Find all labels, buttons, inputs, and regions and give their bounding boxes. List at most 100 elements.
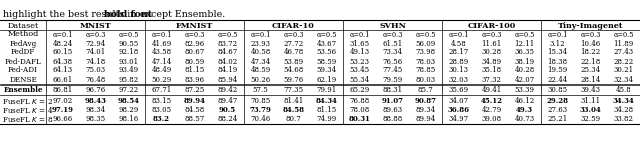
- Text: 57.5: 57.5: [253, 86, 268, 94]
- Text: 35.69: 35.69: [449, 86, 468, 94]
- Text: FuseFL $K$ = 4: FuseFL $K$ = 4: [2, 105, 54, 115]
- Text: Fed-ADI: Fed-ADI: [8, 67, 38, 75]
- Text: α=0.1: α=0.1: [250, 30, 271, 39]
- Text: highlight the best results in: highlight the best results in: [3, 10, 140, 19]
- Text: α=0.3: α=0.3: [382, 30, 403, 39]
- Text: 35.18: 35.18: [481, 67, 502, 75]
- Text: 40.28: 40.28: [515, 67, 534, 75]
- Text: 84.19: 84.19: [218, 67, 237, 75]
- Text: 70.85: 70.85: [250, 97, 271, 105]
- Text: 90.55: 90.55: [118, 39, 139, 48]
- Text: 83.05: 83.05: [152, 106, 172, 114]
- Text: SVHN: SVHN: [379, 21, 406, 29]
- Text: 85.94: 85.94: [218, 76, 237, 84]
- Text: 30.85: 30.85: [547, 86, 568, 94]
- Text: 80.03: 80.03: [415, 76, 436, 84]
- Text: 10.46: 10.46: [580, 39, 600, 48]
- Text: 59.76: 59.76: [284, 76, 303, 84]
- Text: 45.12: 45.12: [481, 97, 502, 105]
- Text: 97.22: 97.22: [118, 86, 139, 94]
- Text: 39.43: 39.43: [580, 86, 600, 94]
- Text: 39.08: 39.08: [481, 115, 502, 123]
- Text: α=0.1: α=0.1: [349, 30, 370, 39]
- Text: 80.31: 80.31: [349, 115, 371, 123]
- Text: 98.35: 98.35: [85, 115, 106, 123]
- Text: 72.94: 72.94: [85, 39, 106, 48]
- Text: 18.22: 18.22: [580, 48, 600, 57]
- Text: 49.41: 49.41: [481, 86, 502, 94]
- Text: α=0.3: α=0.3: [85, 30, 106, 39]
- Text: 87.25: 87.25: [184, 86, 205, 94]
- Text: 34.07: 34.07: [449, 97, 468, 105]
- Text: 28.89: 28.89: [449, 58, 468, 66]
- Text: 32.03: 32.03: [449, 76, 468, 84]
- Text: 83.15: 83.15: [152, 97, 172, 105]
- Text: α=0.5: α=0.5: [515, 30, 535, 39]
- Text: 98.16: 98.16: [118, 115, 139, 123]
- Text: 98.29: 98.29: [118, 106, 139, 114]
- Text: 66.61: 66.61: [52, 76, 72, 84]
- Text: 82.96: 82.96: [184, 39, 205, 48]
- Text: Ensemble: Ensemble: [3, 86, 43, 94]
- Text: 88.24: 88.24: [218, 115, 237, 123]
- Text: CIFAR-100: CIFAR-100: [467, 21, 516, 29]
- Text: 96.66: 96.66: [52, 115, 72, 123]
- Text: MNIST: MNIST: [79, 21, 111, 29]
- Text: Method: Method: [8, 30, 38, 39]
- Text: 32.59: 32.59: [580, 115, 600, 123]
- Text: 78.85: 78.85: [415, 67, 436, 75]
- Text: 49.3: 49.3: [516, 106, 533, 114]
- Text: 78.03: 78.03: [415, 58, 436, 66]
- Text: α=0.5: α=0.5: [415, 30, 436, 39]
- Text: 42.79: 42.79: [481, 106, 502, 114]
- Text: α=0.5: α=0.5: [217, 30, 237, 39]
- Text: 27.63: 27.63: [547, 106, 568, 114]
- Text: 93.01: 93.01: [118, 58, 139, 66]
- Text: FedDF: FedDF: [11, 48, 35, 57]
- Text: 43.67: 43.67: [316, 39, 337, 48]
- Text: 88.57: 88.57: [184, 115, 205, 123]
- Text: 79.91: 79.91: [316, 86, 337, 94]
- Text: α=0.5: α=0.5: [118, 30, 139, 39]
- Text: 97.19: 97.19: [51, 106, 74, 114]
- Text: 73.79: 73.79: [250, 106, 271, 114]
- Text: 80.7: 80.7: [285, 115, 301, 123]
- Text: 48.49: 48.49: [152, 67, 172, 75]
- Text: α=0.1: α=0.1: [547, 30, 568, 39]
- Text: 43.58: 43.58: [152, 48, 172, 57]
- Text: 85.7: 85.7: [418, 86, 433, 94]
- Text: 77.35: 77.35: [284, 86, 303, 94]
- Text: bold font: bold font: [104, 10, 152, 19]
- Text: 33.82: 33.82: [614, 115, 634, 123]
- Text: FuseFL $K$ = 2: FuseFL $K$ = 2: [2, 97, 53, 106]
- Text: 28.22: 28.22: [613, 58, 634, 66]
- Text: 76.88: 76.88: [349, 97, 370, 105]
- Text: 27.72: 27.72: [284, 39, 303, 48]
- Text: 53.89: 53.89: [284, 58, 303, 66]
- Text: 40.73: 40.73: [515, 115, 534, 123]
- Text: 62.19: 62.19: [316, 76, 337, 84]
- Text: 11.89: 11.89: [613, 39, 634, 48]
- Text: 97.02: 97.02: [52, 97, 72, 105]
- Text: FMNIST: FMNIST: [176, 21, 213, 29]
- Text: 34.89: 34.89: [481, 58, 502, 66]
- Text: 61.51: 61.51: [382, 39, 403, 48]
- Text: 84.34: 84.34: [316, 97, 337, 105]
- Text: 98.43: 98.43: [84, 97, 106, 105]
- Text: CIFAR-10: CIFAR-10: [272, 21, 315, 29]
- Text: 11.61: 11.61: [481, 39, 502, 48]
- Text: 92.18: 92.18: [118, 48, 139, 57]
- Text: DENSE: DENSE: [9, 76, 37, 84]
- Text: 54.68: 54.68: [284, 67, 303, 75]
- Text: 12.11: 12.11: [515, 39, 534, 48]
- Text: 53.39: 53.39: [515, 86, 534, 94]
- Text: 36.86: 36.86: [447, 106, 470, 114]
- Text: 88.31: 88.31: [383, 86, 403, 94]
- Text: 74.99: 74.99: [316, 115, 337, 123]
- Text: 79.59: 79.59: [382, 76, 403, 84]
- Text: 83.2: 83.2: [153, 115, 170, 123]
- Text: 89.34: 89.34: [415, 106, 436, 114]
- Text: 42.07: 42.07: [515, 76, 534, 84]
- Text: 34.34: 34.34: [612, 97, 634, 105]
- Text: 27.43: 27.43: [613, 48, 634, 57]
